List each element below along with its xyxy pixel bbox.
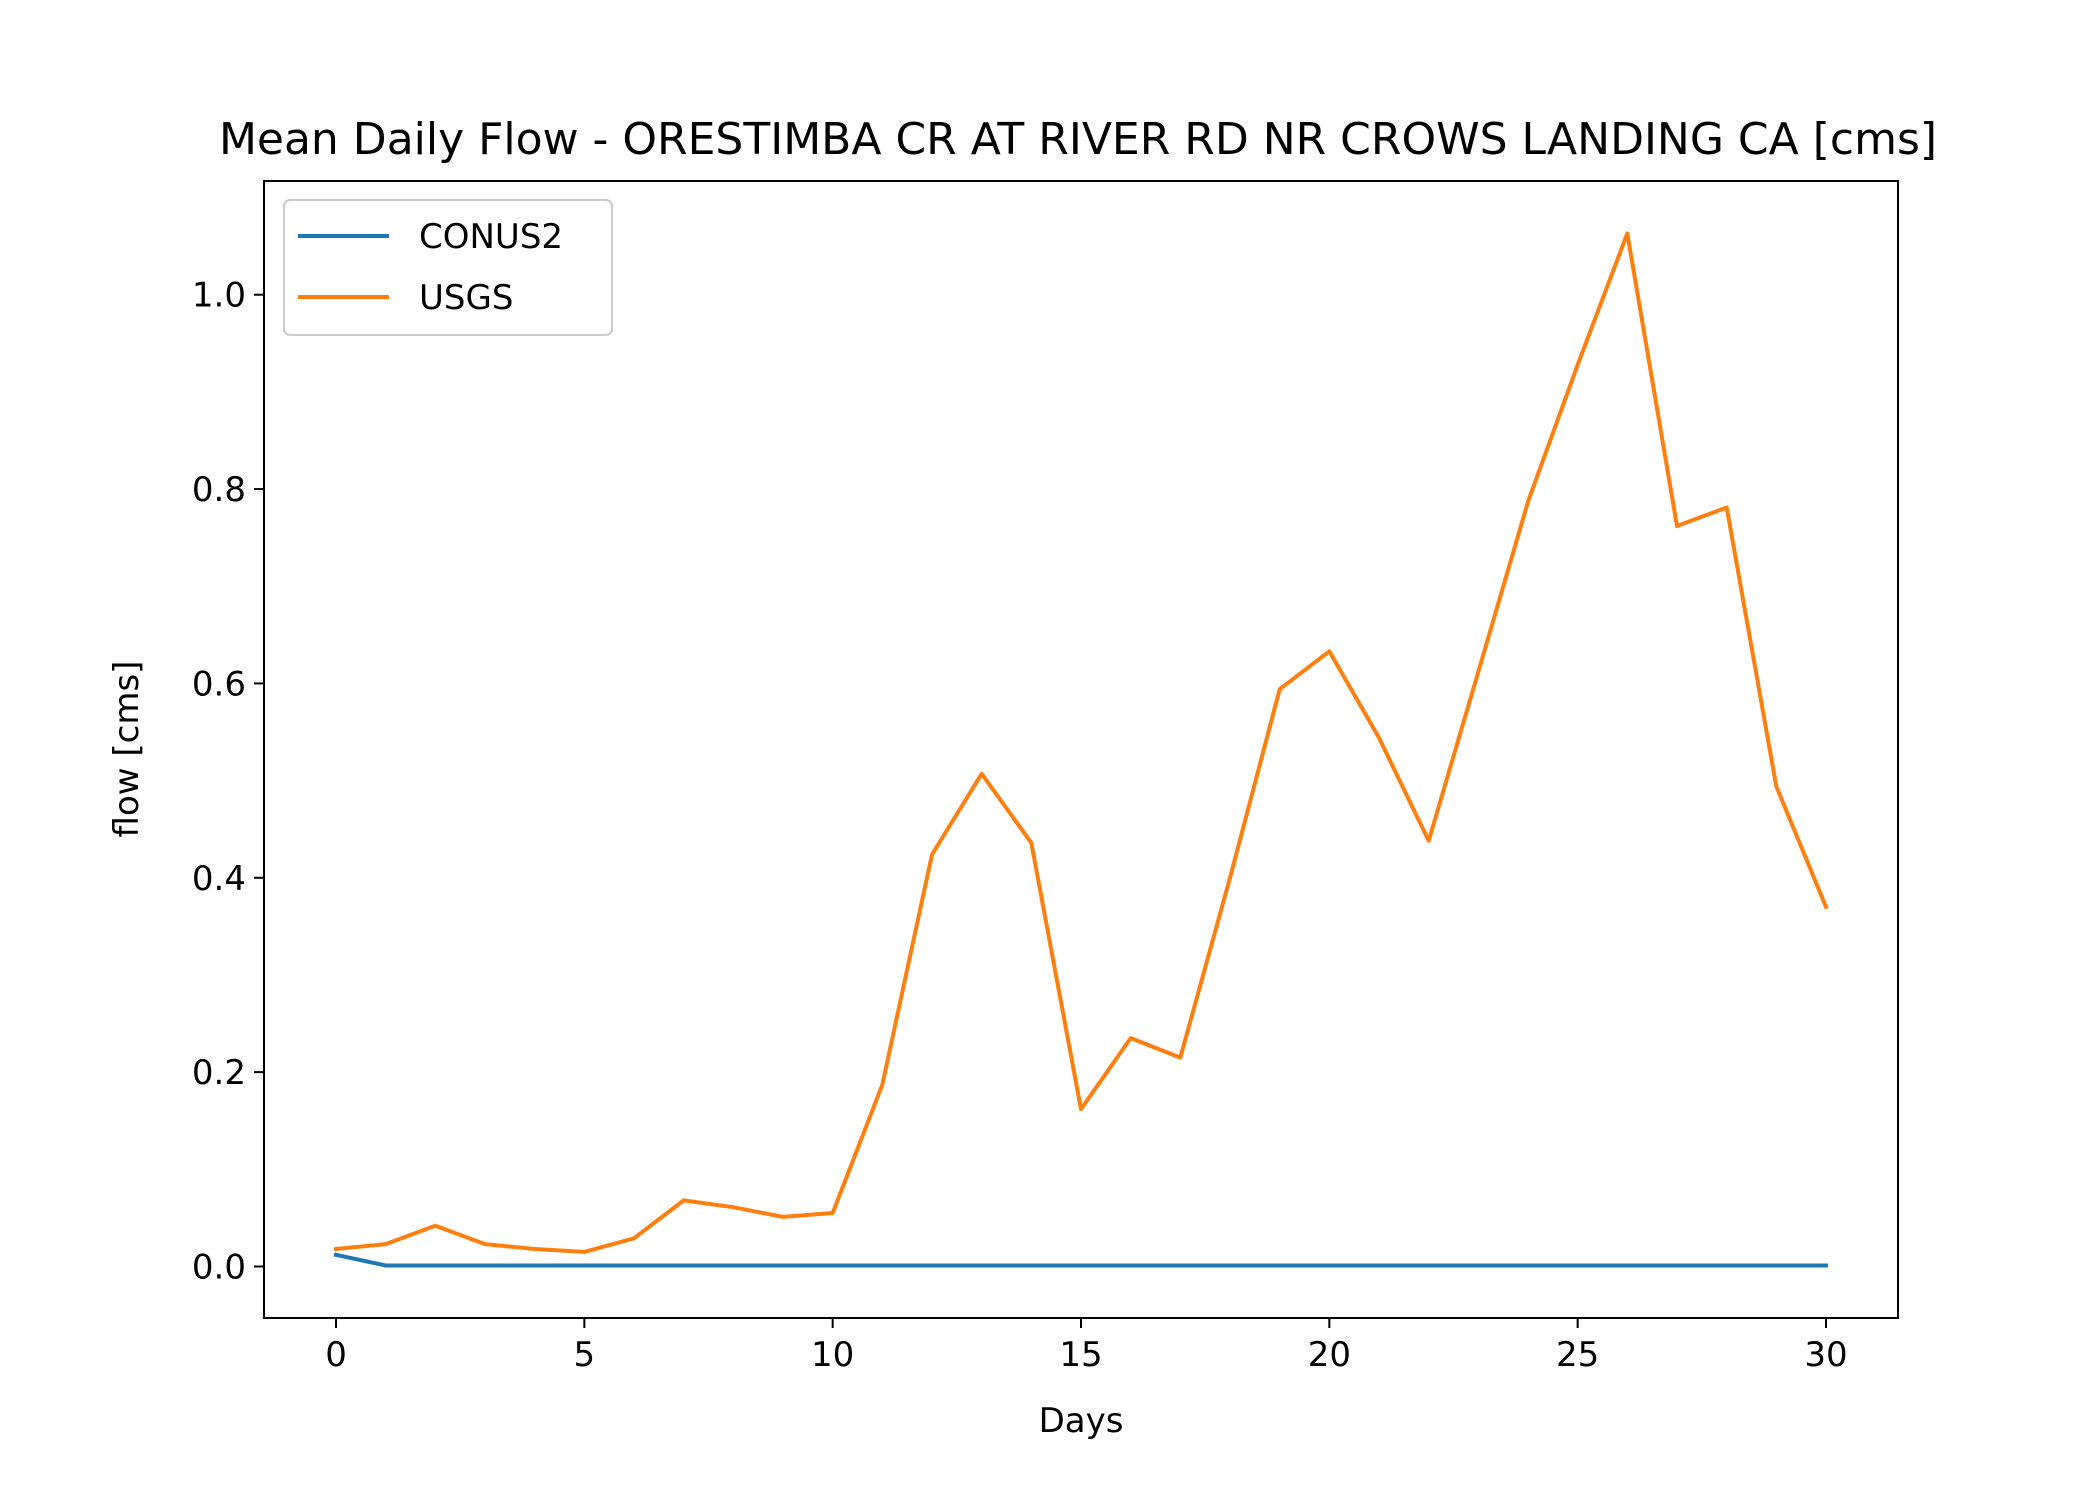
y-axis: 0.0 0.2 0.4 0.6 0.8 1.0 xyxy=(192,276,264,1287)
y-tick-label: 0.6 xyxy=(192,664,246,704)
x-tick-label: 20 xyxy=(1308,1335,1351,1375)
y-tick-label: 0.8 xyxy=(192,470,246,510)
x-tick-label: 5 xyxy=(574,1335,596,1375)
y-axis-label: flow [cms] xyxy=(107,661,147,838)
x-tick-label: 25 xyxy=(1556,1335,1599,1375)
y-tick-label: 1.0 xyxy=(192,276,246,316)
x-tick-label: 15 xyxy=(1059,1335,1102,1375)
x-tick-label: 0 xyxy=(325,1335,347,1375)
x-axis: 0 5 10 15 20 25 30 xyxy=(325,1318,1848,1375)
series-line-conus2 xyxy=(333,1252,1828,1268)
y-tick-label: 0.2 xyxy=(192,1053,246,1093)
x-tick-label: 10 xyxy=(811,1335,854,1375)
chart-title: Mean Daily Flow - ORESTIMBA CR AT RIVER … xyxy=(219,114,1937,165)
y-tick-label: 0.4 xyxy=(192,859,246,899)
y-tick-label: 0.0 xyxy=(192,1247,246,1287)
legend-label-conus2: CONUS2 xyxy=(419,217,563,257)
x-tick-label: 30 xyxy=(1804,1335,1847,1375)
legend: CONUS2 USGS xyxy=(283,199,613,336)
series-layer xyxy=(333,231,1829,1268)
legend-label-usgs: USGS xyxy=(419,278,513,318)
x-axis-label: Days xyxy=(1039,1401,1124,1441)
legend-box xyxy=(283,199,613,336)
series-line-usgs xyxy=(333,231,1829,1254)
